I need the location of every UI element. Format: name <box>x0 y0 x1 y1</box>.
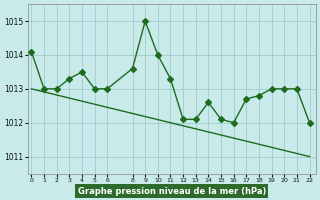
X-axis label: Graphe pression niveau de la mer (hPa): Graphe pression niveau de la mer (hPa) <box>77 187 266 196</box>
